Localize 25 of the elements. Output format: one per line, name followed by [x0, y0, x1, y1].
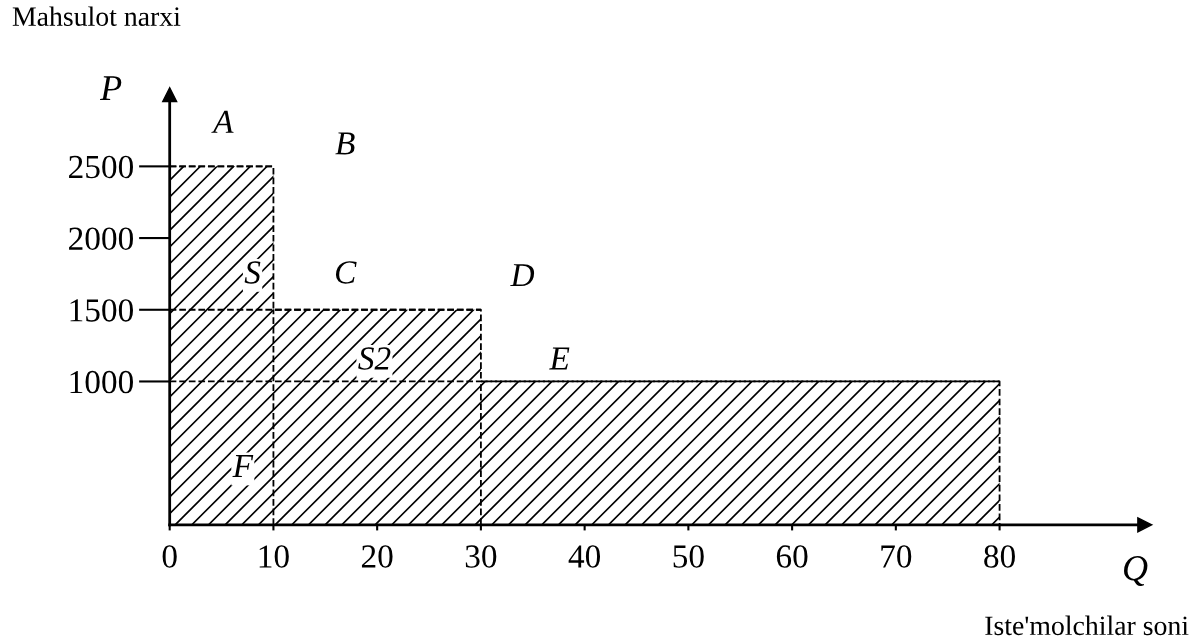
- y-tick-label: 1500: [70, 299, 133, 322]
- annotation: F: [232, 455, 254, 477]
- annotation: D: [510, 264, 535, 287]
- y-tick-label: 2000: [69, 227, 133, 250]
- x-tick-label: 80: [984, 545, 1015, 568]
- annotation: A: [211, 110, 234, 133]
- text: Iste'molchilar soni: [985, 615, 1189, 636]
- x-tick-label: 0: [162, 545, 177, 568]
- y-axis-title: P: [99, 76, 122, 100]
- x-tick-label: 20: [361, 545, 393, 568]
- x-tick-label: 60: [776, 545, 808, 568]
- x-tick-label: 70: [881, 545, 912, 568]
- x-tick-label: 50: [673, 545, 704, 568]
- annotation: B: [335, 132, 355, 155]
- x-tick-label: 40: [568, 545, 601, 568]
- x-axis-title: Q: [1124, 556, 1148, 586]
- y-tick-label: 2500: [69, 155, 133, 179]
- y-tick-label: 1000: [70, 370, 133, 394]
- x-tick-label: 30: [465, 545, 497, 568]
- x-tick-label: 10: [259, 545, 289, 568]
- text: Mahsulot narxi: [12, 6, 181, 26]
- annotation: C: [335, 261, 357, 284]
- annotation: E: [549, 347, 570, 370]
- annotation: S: [244, 261, 261, 284]
- annotation: S2: [358, 347, 391, 370]
